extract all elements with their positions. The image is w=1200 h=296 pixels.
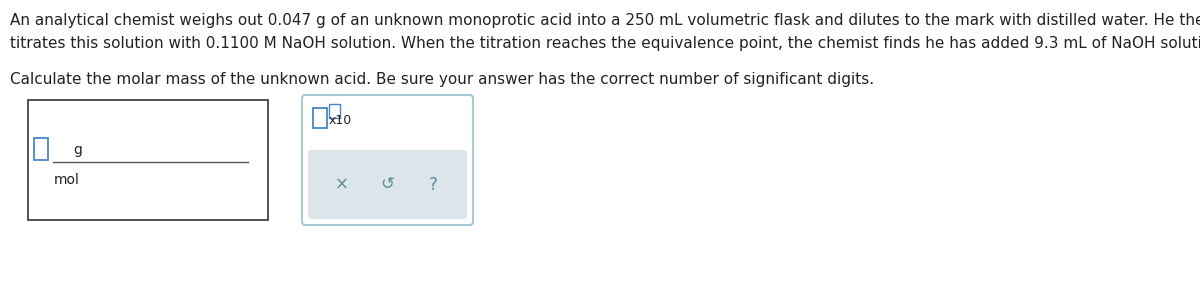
- Text: x10: x10: [329, 115, 353, 128]
- FancyBboxPatch shape: [302, 95, 473, 225]
- Bar: [329, 104, 340, 118]
- Text: Calculate the molar mass of the unknown acid. Be sure your answer has the correc: Calculate the molar mass of the unknown …: [10, 72, 874, 87]
- Bar: [28, 100, 268, 220]
- Text: titrates this solution with 0.1100 M NaOH solution. When the titration reaches t: titrates this solution with 0.1100 M NaO…: [10, 36, 1200, 51]
- Text: An analytical chemist weighs out 0.047 g of an unknown monoprotic acid into a 25: An analytical chemist weighs out 0.047 g…: [10, 13, 1200, 28]
- Text: ↺: ↺: [380, 176, 395, 194]
- Bar: [34, 138, 48, 160]
- Text: ×: ×: [335, 176, 348, 194]
- Bar: [313, 108, 326, 128]
- Text: ?: ?: [428, 176, 438, 194]
- Text: mol: mol: [54, 173, 80, 187]
- Text: g: g: [73, 143, 82, 157]
- FancyBboxPatch shape: [308, 150, 467, 219]
